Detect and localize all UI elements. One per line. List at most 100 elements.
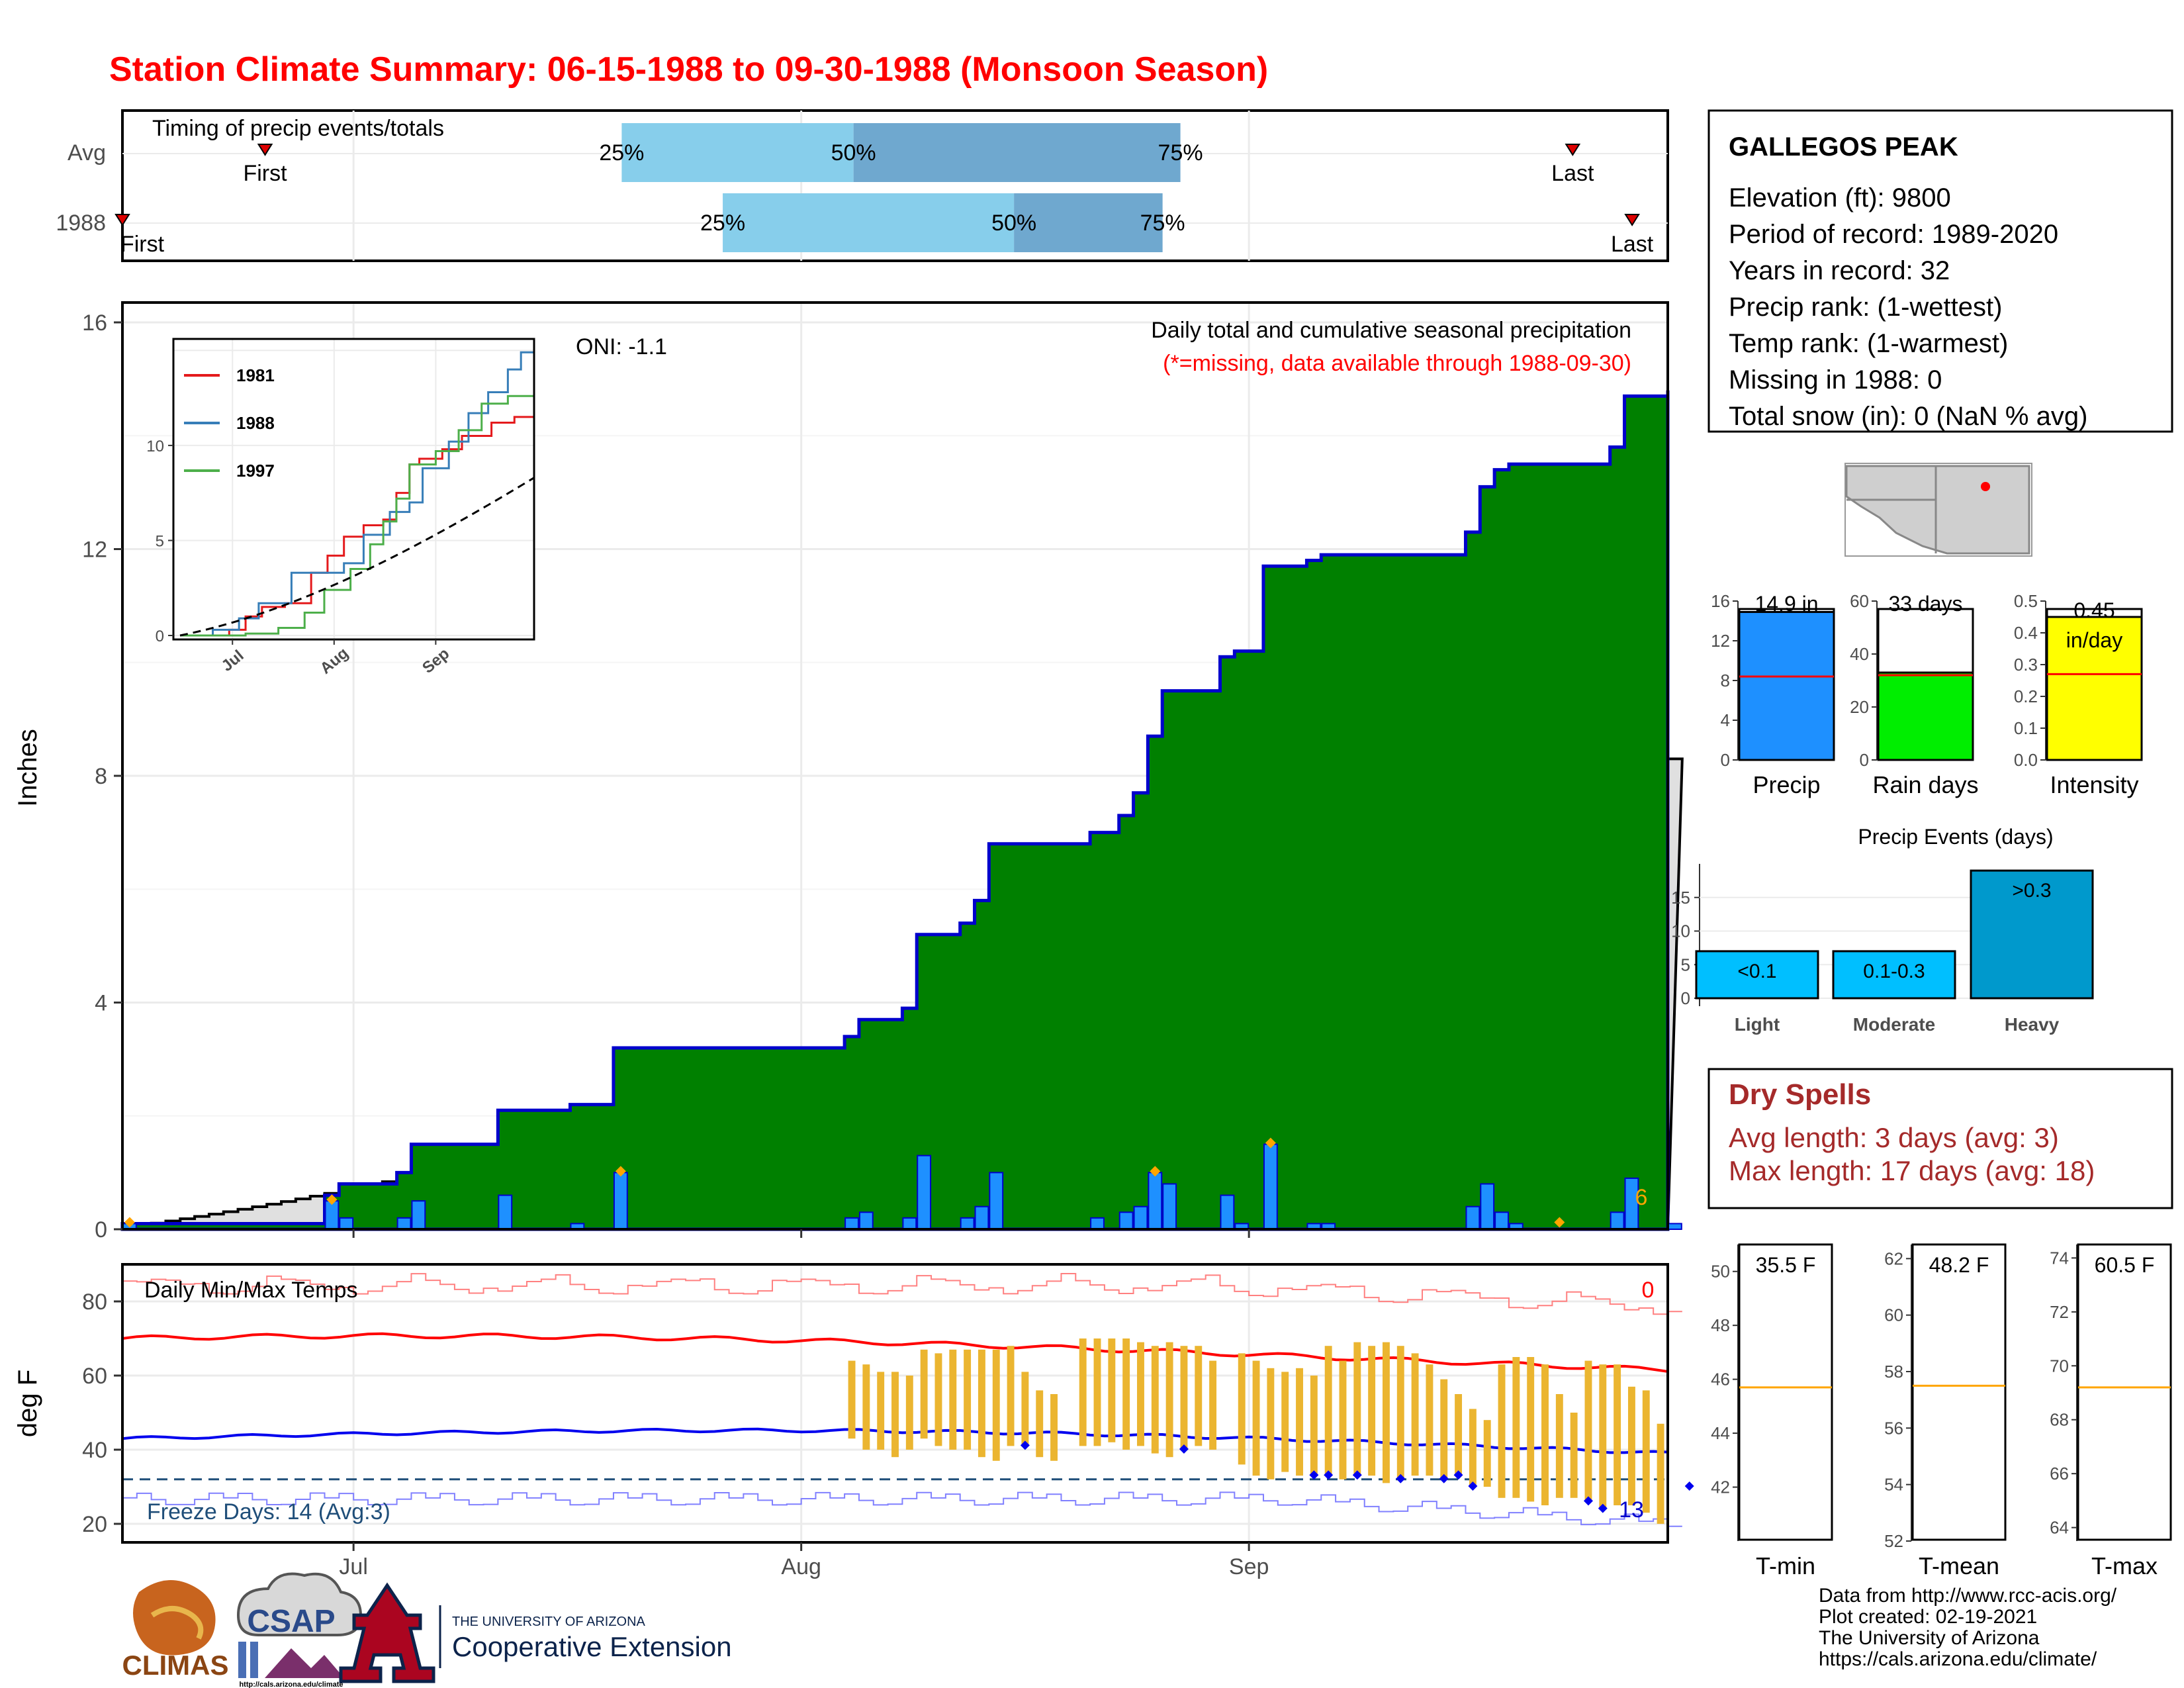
summary-bar-value	[2046, 616, 2143, 761]
daily-temp-range-bar	[949, 1349, 957, 1450]
events-ytick: 15	[1671, 888, 1690, 908]
daily-temp-range-bar	[1426, 1364, 1433, 1476]
temp-summary-ytick: 70	[2050, 1356, 2069, 1376]
daily-precip-bar	[1220, 1194, 1235, 1230]
daily-temp-range-bar	[1093, 1338, 1101, 1446]
inset-year-line	[180, 395, 534, 637]
daily-precip-bar	[1162, 1183, 1177, 1230]
daily-temp-range-bar	[1440, 1379, 1448, 1479]
freeze-day-marker	[1324, 1470, 1334, 1480]
daily-temp-range-bar	[1396, 1346, 1404, 1479]
temp-summary-ytick: 42	[1711, 1477, 1730, 1497]
daily-precip-bar	[917, 1154, 932, 1230]
daily-precip-bar	[1148, 1172, 1163, 1230]
daily-precip-bar	[858, 1211, 874, 1230]
temp-ytick: 80	[82, 1289, 107, 1315]
daily-temp-range-bar	[905, 1376, 913, 1450]
footer-line: The University of Arizona	[1819, 1627, 2040, 1649]
temp-summary-ytick: 60	[1884, 1305, 1903, 1325]
daily-precip-bar	[324, 1200, 340, 1230]
events-bar	[1695, 950, 1819, 1000]
daily-precip-bar	[989, 1172, 1004, 1230]
temp-summary-ytick: 64	[2050, 1518, 2069, 1538]
daily-temp-range-bar	[1627, 1386, 1635, 1505]
summary-ytick: 16	[1711, 591, 1730, 611]
station-name: GALLEGOS PEAK	[1729, 132, 1958, 162]
timing-first-marker	[114, 214, 130, 226]
inset-ytick: 5	[156, 532, 164, 550]
daily-temp-range-bar	[1584, 1360, 1592, 1502]
temp-summary-value-label: 48.2 F	[1929, 1253, 1989, 1277]
events-bar	[1832, 950, 1956, 1000]
temp-summary-value-label: 60.5 F	[2095, 1253, 2155, 1277]
daily-temp-range-bar	[978, 1349, 985, 1458]
daily-temp-range-bar	[1527, 1357, 1535, 1502]
station-info-line: Missing in 1988: 0	[1729, 365, 1942, 395]
temp-ytick: 20	[82, 1512, 107, 1537]
temp-summary-ytick: 68	[2050, 1410, 2069, 1430]
temp-summary-ytick: 58	[1884, 1362, 1903, 1382]
precip-ytick: 12	[82, 538, 107, 563]
temp-summary-ytick: 52	[1884, 1531, 1903, 1551]
temp-summary-ytick: 56	[1884, 1418, 1903, 1438]
temp-summary-ytick: 66	[2050, 1464, 2069, 1483]
events-ytick: 5	[1681, 955, 1690, 974]
hot-count: 0	[1642, 1278, 1655, 1303]
station-info-line: Period of record: 1989-2020	[1729, 220, 2058, 249]
summary-bar-charts: 0 4 8 12 16 14.9 in Precip 0 20 40 60 33 days Rain d…	[1711, 591, 2143, 798]
freeze-day-marker	[1020, 1440, 1030, 1450]
temp-header: Daily Min/Max Temps	[144, 1278, 357, 1303]
temp-ytick: 40	[82, 1438, 107, 1463]
daily-temp-range-bar	[1541, 1364, 1549, 1505]
daily-precip-bar	[396, 1217, 412, 1230]
summary-bar-label: Intensity	[2050, 771, 2138, 798]
cumulative-precip-area	[120, 390, 1670, 1231]
daily-temp-range-bar	[1498, 1364, 1506, 1498]
temp-summary-frame	[1738, 1243, 1833, 1541]
summary-ytick: 0.0	[2014, 750, 2038, 770]
dry-spells-title: Dry Spells	[1729, 1078, 1871, 1111]
daily-temp-range-bar	[1310, 1376, 1318, 1476]
footer-credits: Data from http://www.rcc-acis.org/Plot c…	[1819, 1585, 2117, 1670]
summary-bar-value-label: 14.9 in	[1754, 592, 1818, 616]
daily-temp-range-bar	[1079, 1338, 1087, 1446]
daily-temp-range-bar	[1411, 1353, 1419, 1476]
daily-temp-range-bar	[1021, 1372, 1029, 1446]
figure-title: Station Climate Summary: 06-15-1988 to 0…	[109, 50, 1268, 89]
daily-temp-range-bar	[992, 1349, 1000, 1461]
timing-p50-label: 50%	[991, 211, 1036, 236]
daily-temp-range-bar	[1195, 1346, 1203, 1446]
record-min-line	[122, 1491, 1682, 1527]
footer-line: Plot created: 02-19-2021	[1819, 1606, 2037, 1628]
month-label: Sep	[1229, 1554, 1269, 1579]
temp-summary-frame	[2077, 1243, 2172, 1541]
daily-temp-range-bar	[1324, 1346, 1332, 1476]
daily-precip-bar	[1133, 1205, 1148, 1230]
daily-temp-range-bar	[1050, 1394, 1058, 1461]
timing-p25-label: 25%	[700, 211, 745, 236]
dry-spells-box: Dry Spells Avg length: 3 days (avg: 3) M…	[1707, 1068, 2173, 1209]
summary-ytick: 40	[1850, 644, 1869, 664]
freeze-day-marker	[1309, 1470, 1319, 1480]
daily-temp-range-bar	[1469, 1409, 1477, 1487]
daily-temp-range-bar	[1339, 1360, 1347, 1479]
events-bar-inner-label: >0.3	[2012, 880, 2051, 902]
timing-last-label: Last	[1611, 232, 1654, 257]
summary-ytick: 0.2	[2014, 686, 2038, 706]
daily-temp-range-bar	[1383, 1342, 1390, 1483]
daily-temp-range-bar	[920, 1349, 928, 1439]
ua-logo: THE UNIVERSITY OF ARIZONA Cooperative Ex…	[339, 1582, 732, 1683]
timing-p50-label: 50%	[831, 140, 876, 165]
inset-ytick: 0	[156, 628, 164, 645]
inset-avg-line	[179, 477, 535, 637]
temp-summary-ytick: 44	[1711, 1423, 1730, 1443]
inset-legend-label: 1981	[236, 365, 275, 385]
summary-bar-value	[1738, 611, 1835, 761]
station-info-box: GALLEGOS PEAK Elevation (ft): 9800 Period…	[1707, 109, 2173, 433]
daily-temp-range-bar	[1108, 1338, 1116, 1442]
freeze-days: Freeze Days: 14 (Avg:3)	[147, 1499, 390, 1524]
daily-precip-bar	[498, 1194, 513, 1230]
precip-events-chart: Precip Events (days) 0 5 10 15 <0.1 Light 0.1-…	[1671, 825, 2094, 1035]
daily-precip-bar	[960, 1217, 975, 1230]
